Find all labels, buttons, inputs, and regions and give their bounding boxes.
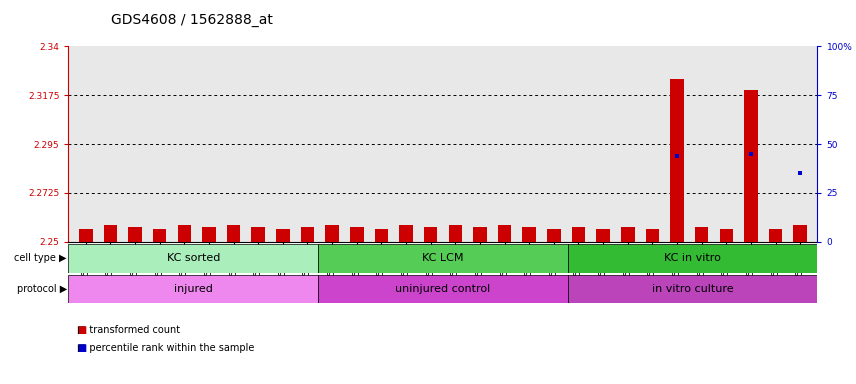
Text: GDS4608 / 1562888_at: GDS4608 / 1562888_at [111, 13, 273, 27]
Text: ■: ■ [77, 325, 86, 335]
Bar [399, 225, 413, 242]
Bar [769, 229, 782, 242]
Bar [300, 227, 314, 242]
Bar [252, 227, 265, 242]
Bar [424, 227, 437, 242]
Bar [794, 225, 807, 242]
Bar [568, 244, 817, 273]
Bar [375, 229, 388, 242]
Bar [276, 229, 289, 242]
Bar [104, 225, 117, 242]
Bar [645, 229, 659, 242]
Text: ■: ■ [77, 343, 86, 353]
Bar [568, 275, 817, 303]
Text: KC LCM: KC LCM [422, 253, 464, 263]
Bar [498, 225, 511, 242]
Text: in vitro culture: in vitro culture [651, 284, 734, 294]
Bar [227, 225, 241, 242]
Text: uninjured control: uninjured control [395, 284, 490, 294]
Bar [695, 227, 709, 242]
Text: injured: injured [174, 284, 213, 294]
Bar [318, 275, 568, 303]
Bar [547, 229, 561, 242]
Text: ■ percentile rank within the sample: ■ percentile rank within the sample [77, 343, 254, 353]
Text: protocol ▶: protocol ▶ [16, 284, 67, 294]
Bar [202, 227, 216, 242]
Bar [177, 225, 191, 242]
Bar [449, 225, 462, 242]
Text: cell type ▶: cell type ▶ [15, 253, 67, 263]
Text: KC sorted: KC sorted [167, 253, 220, 263]
Bar [522, 227, 536, 242]
Bar [670, 79, 684, 242]
Bar [68, 275, 318, 303]
Bar [350, 227, 364, 242]
Bar [744, 89, 758, 242]
Bar [720, 229, 733, 242]
Bar [572, 227, 586, 242]
Text: KC in vitro: KC in vitro [664, 253, 721, 263]
Bar [473, 227, 487, 242]
Bar [79, 229, 92, 242]
Bar [153, 229, 166, 242]
Bar [621, 227, 634, 242]
Bar [325, 225, 339, 242]
Text: ■ transformed count: ■ transformed count [77, 325, 180, 335]
Bar [128, 227, 142, 242]
Bar [68, 244, 318, 273]
Bar [318, 244, 568, 273]
Bar [597, 229, 610, 242]
